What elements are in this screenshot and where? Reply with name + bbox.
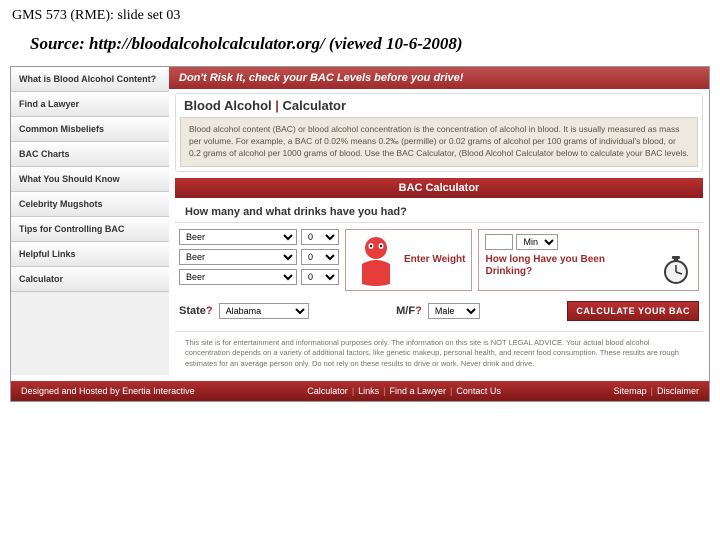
page-title-a: Blood Alcohol [184, 98, 275, 113]
drink-type-select-3[interactable]: Beer [179, 269, 297, 285]
drink-type-select-2[interactable]: Beer [179, 249, 297, 265]
sidebar-item-should-know[interactable]: What You Should Know [11, 167, 169, 192]
sidebar-item-mugshots[interactable]: Celebrity Mugshots [11, 192, 169, 217]
drinks-question: How many and what drinks have you had? [175, 198, 703, 223]
sidebar-item-tips[interactable]: Tips for Controlling BAC [11, 217, 169, 242]
person-icon [352, 234, 400, 286]
sidebar: What is Blood Alcohol Content? Find a La… [11, 67, 169, 375]
intro-card: Blood Alcohol | Calculator Blood alcohol… [175, 93, 703, 172]
page-title: Blood Alcohol | Calculator [176, 94, 702, 115]
footer-link-disclaimer[interactable]: Disclaimer [657, 386, 699, 396]
page-title-b: Calculator [279, 98, 346, 113]
clock-icon [660, 254, 692, 286]
website-screenshot: What is Blood Alcohol Content? Find a La… [10, 66, 710, 402]
state-label: State? [179, 305, 213, 317]
drinks-column: Beer 0 Beer 0 Beer 0 [179, 229, 339, 291]
drink-type-select-1[interactable]: Beer [179, 229, 297, 245]
source-line: Source: http://bloodalcoholcalculator.or… [0, 28, 720, 66]
slide-header: GMS 573 (RME): slide set 03 [0, 0, 720, 28]
time-unit-select[interactable]: Min [516, 234, 558, 250]
state-row: State? Alabama M/F? Male CALCULATE YOUR … [169, 297, 709, 329]
footer-links-right: Sitemap| Disclaimer [614, 386, 699, 396]
state-select[interactable]: Alabama [219, 303, 309, 319]
inputs-row: Beer 0 Beer 0 Beer 0 [169, 223, 709, 297]
drink-row: Beer 0 [179, 269, 339, 285]
how-long-box: Min How long Have you Been Drinking? [478, 229, 699, 291]
sidebar-item-what-is-bac[interactable]: What is Blood Alcohol Content? [11, 67, 169, 92]
sidebar-item-bac-charts[interactable]: BAC Charts [11, 142, 169, 167]
footer-link-lawyer[interactable]: Find a Lawyer [390, 386, 447, 396]
drink-row: Beer 0 [179, 229, 339, 245]
calculate-button[interactable]: CALCULATE YOUR BAC [567, 301, 699, 321]
footer-link-links[interactable]: Links [358, 386, 379, 396]
time-input[interactable] [485, 234, 513, 250]
intro-text: Blood alcohol content (BAC) or blood alc… [180, 117, 698, 167]
drink-qty-select-2[interactable]: 0 [301, 249, 339, 265]
disclaimer-text: This site is for entertainment and infor… [175, 331, 703, 376]
drink-qty-select-3[interactable]: 0 [301, 269, 339, 285]
footer-credit: Designed and Hosted by Enertia Interacti… [21, 386, 195, 396]
enter-weight-label: Enter Weight [404, 254, 465, 265]
sidebar-item-calculator[interactable]: Calculator [11, 267, 169, 292]
footer-links-mid: Calculator| Links| Find a Lawyer| Contac… [307, 386, 501, 396]
sidebar-item-find-lawyer[interactable]: Find a Lawyer [11, 92, 169, 117]
footer-link-calculator[interactable]: Calculator [307, 386, 348, 396]
sidebar-item-links[interactable]: Helpful Links [11, 242, 169, 267]
mf-label: M/F? [396, 305, 422, 317]
main-content: Don't Risk It, check your BAC Levels bef… [169, 67, 709, 375]
weight-box[interactable]: Enter Weight [345, 229, 472, 291]
footer: Designed and Hosted by Enertia Interacti… [11, 381, 709, 401]
footer-link-sitemap[interactable]: Sitemap [614, 386, 647, 396]
how-long-label: How long Have you Been Drinking? [485, 254, 654, 278]
bac-calculator-bar: BAC Calculator [175, 178, 703, 198]
tagline: Don't Risk It, check your BAC Levels bef… [169, 67, 709, 89]
drink-row: Beer 0 [179, 249, 339, 265]
mf-select[interactable]: Male [428, 303, 480, 319]
sidebar-item-misbeliefs[interactable]: Common Misbeliefs [11, 117, 169, 142]
footer-link-contact[interactable]: Contact Us [456, 386, 501, 396]
drink-qty-select-1[interactable]: 0 [301, 229, 339, 245]
